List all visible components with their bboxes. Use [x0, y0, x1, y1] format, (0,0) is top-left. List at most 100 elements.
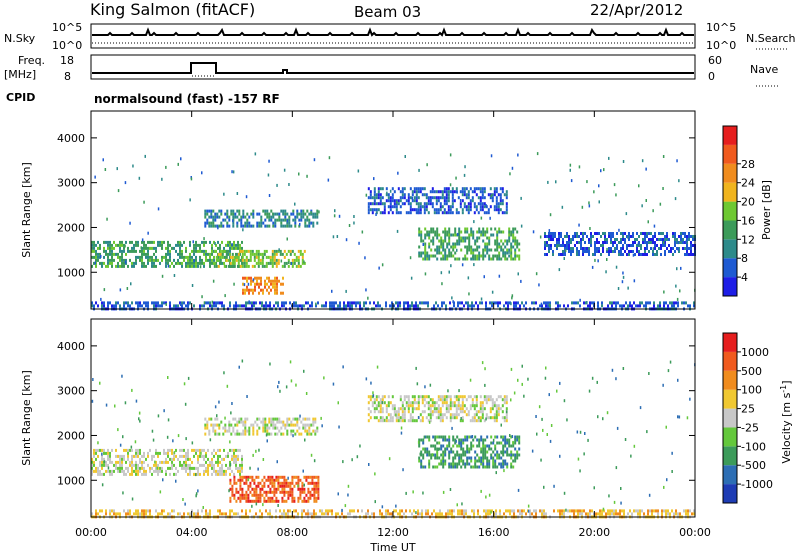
noise-cell [396, 229, 399, 233]
echo-cell-1 [291, 478, 294, 482]
echo-cell-4 [424, 257, 427, 261]
echo-cell-0 [123, 261, 125, 265]
echo-cell-3 [270, 432, 273, 436]
echo-cell-0 [115, 264, 117, 268]
echo-cell-5 [481, 205, 484, 209]
echo-cell-1 [243, 249, 246, 253]
echo-cell-0 [195, 258, 197, 262]
noise-cell [576, 250, 578, 254]
echo-cell-7 [589, 304, 591, 308]
echo-cell-3 [208, 432, 211, 436]
echo-cell-7 [629, 301, 631, 305]
echo-cell-5 [449, 509, 451, 513]
echo-cell-4 [506, 251, 509, 255]
echo-cell-2 [274, 282, 276, 286]
echo-cell-4 [443, 395, 446, 399]
echo-cell-0 [147, 454, 149, 458]
echo-cell-2 [514, 447, 517, 451]
echo-cell-0 [143, 252, 145, 256]
echo-cell-1 [255, 496, 258, 500]
echo-cell-5 [513, 509, 515, 513]
echo-cell-5 [467, 208, 470, 212]
echo-cell-4 [458, 233, 461, 237]
echo-cell-0 [147, 451, 149, 455]
echo-cell-0 [199, 258, 201, 262]
echo-cell-3 [270, 420, 273, 424]
noise-cell [523, 394, 525, 398]
echo-cell-6 [562, 241, 564, 244]
echo-cell-5 [603, 509, 605, 513]
echo-cell-5 [385, 199, 388, 203]
noise-cell [540, 458, 542, 462]
echo-cell-1 [259, 252, 262, 256]
noise-cell [373, 177, 375, 181]
echo-cell-7 [515, 301, 517, 305]
echo-cell-6 [588, 241, 590, 244]
echo-cell-4 [375, 416, 378, 420]
noise-cell [517, 272, 519, 276]
echo-cell-0 [115, 466, 117, 470]
echo-cell-0 [169, 448, 171, 452]
echo-cell-1 [309, 481, 312, 485]
echo-cell-4 [514, 248, 517, 252]
echo-cell-3 [258, 224, 261, 228]
echo-cell-0 [93, 240, 95, 244]
echo-cell-0 [153, 240, 155, 244]
echo-cell-4 [458, 227, 461, 231]
echo-cell-2 [456, 435, 459, 439]
echo-cell-0 [135, 454, 137, 458]
echo-cell-1 [249, 475, 252, 479]
echo-cell-0 [109, 246, 111, 250]
echo-cell-0 [101, 466, 103, 470]
echo-cell-6 [552, 235, 554, 238]
echo-cell-7 [151, 301, 153, 305]
echo-cell-6 [608, 253, 610, 256]
y-tick-label: 3000 [57, 177, 85, 190]
echo-cell-0 [145, 469, 147, 473]
echo-cell-0 [99, 252, 101, 256]
echo-cell-2 [474, 459, 477, 463]
echo-cell-6 [632, 235, 634, 238]
echo-cell-0 [235, 463, 237, 467]
echo-cell-4 [464, 230, 467, 234]
echo-cell-5 [433, 208, 436, 212]
echo-cell-1 [287, 249, 290, 253]
echo-cell-1 [239, 493, 242, 497]
echo-cell-4 [510, 233, 513, 237]
echo-cell-2 [268, 285, 270, 289]
echo-cell-0 [95, 252, 97, 256]
echo-cell-4 [474, 248, 477, 252]
echo-cell-7 [611, 301, 613, 305]
echo-cell-0 [149, 469, 151, 473]
echo-cell-4 [506, 257, 509, 261]
echo-cell-2 [482, 459, 485, 463]
echo-cell-0 [99, 243, 101, 247]
echo-cell-5 [519, 512, 521, 516]
echo-cell-5 [481, 193, 484, 197]
echo-cell-6 [680, 241, 682, 244]
echo-cell-5 [679, 512, 681, 516]
noise-cell [566, 418, 568, 422]
echo-cell-0 [93, 451, 95, 455]
echo-cell-0 [189, 258, 191, 262]
echo-cell-5 [467, 190, 470, 194]
echo-cell-3 [216, 423, 219, 427]
noise-cell [167, 264, 170, 268]
echo-cell-5 [163, 509, 165, 513]
echo-cell-2 [276, 276, 278, 280]
echo-cell-4 [437, 410, 440, 414]
echo-cell-0 [95, 264, 97, 268]
noise-cell [480, 297, 483, 301]
echo-cell-7 [489, 301, 491, 305]
echo-cell-0 [127, 451, 129, 455]
echo-cell-7 [243, 304, 245, 308]
echo-cell-4 [455, 404, 458, 408]
noise-cell [381, 263, 384, 267]
echo-cell-4 [385, 404, 388, 408]
echo-cell-2 [482, 441, 485, 445]
echo-cell-4 [369, 416, 372, 420]
echo-cell-5 [127, 509, 129, 513]
echo-cell-6 [672, 253, 674, 256]
echo-cell-2 [428, 450, 431, 454]
echo-cell-1 [261, 252, 264, 256]
